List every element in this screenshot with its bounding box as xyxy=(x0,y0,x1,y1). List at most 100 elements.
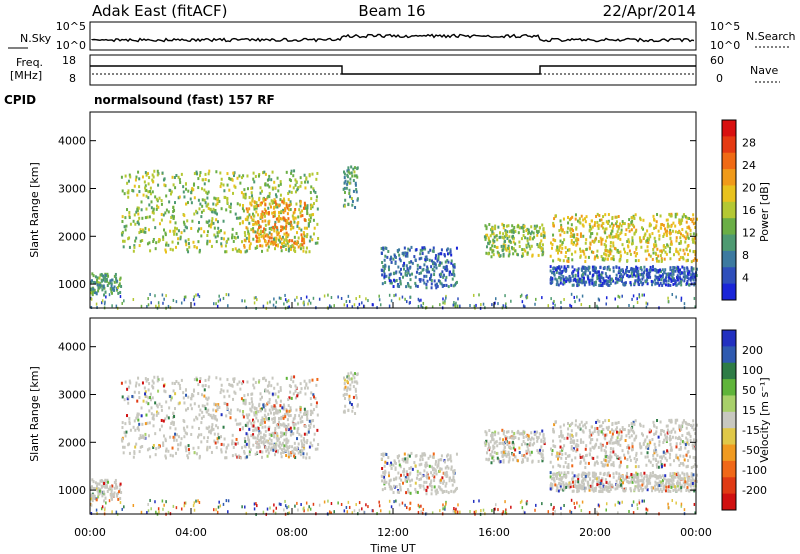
power-echo-cell xyxy=(164,250,167,254)
power-echo-cell xyxy=(296,188,299,192)
power-echo-cell xyxy=(689,217,692,221)
power-echo-cell xyxy=(637,275,640,279)
power-echo-cell xyxy=(293,241,296,245)
velocity-echo-cell xyxy=(175,438,178,442)
power-echo-cell xyxy=(455,280,458,284)
velocity-echo-cell xyxy=(174,427,177,431)
power-echo-cell xyxy=(614,235,617,239)
power-echo-cell xyxy=(674,215,677,219)
velocity-echo-cell xyxy=(215,409,218,413)
velocity-echo-cell xyxy=(148,409,151,413)
velocity-echo-cell xyxy=(392,491,395,495)
velocity-echo-cell xyxy=(404,475,407,479)
power-echo-cell xyxy=(262,212,265,216)
velocity-echo-cell xyxy=(449,456,452,460)
power-echo-cell xyxy=(626,269,629,273)
power-echo-cell xyxy=(269,300,271,304)
power-echo-cell xyxy=(138,244,141,248)
velocity-echo-cell xyxy=(264,409,267,413)
power-echo-cell xyxy=(619,254,622,258)
velocity-echo-cell xyxy=(491,450,494,454)
power-echo-cell xyxy=(494,301,496,305)
power-echo-cell xyxy=(419,278,422,282)
power-echo-cell xyxy=(530,225,533,229)
power-echo-cell xyxy=(566,230,569,234)
velocity-echo-cell xyxy=(574,419,577,423)
velocity-echo-cell xyxy=(530,450,533,454)
power-echo-cell xyxy=(260,235,263,239)
power-echo-cell xyxy=(303,234,306,238)
velocity-echo-cell xyxy=(152,446,155,450)
power-echo-cell xyxy=(381,282,384,286)
velocity-echo-cell xyxy=(538,432,541,436)
velocity-echo-cell xyxy=(657,460,660,464)
velocity-echo-cell xyxy=(267,427,270,431)
velocity-echo-cell xyxy=(506,453,509,457)
power-echo-cell xyxy=(94,275,97,279)
power-echo-cell xyxy=(606,267,609,271)
power-echo-cell xyxy=(672,272,675,276)
velocity-echo-cell xyxy=(262,405,265,409)
velocity-echo-cell xyxy=(267,445,270,449)
velocity-echo-cell xyxy=(312,393,315,397)
power-echo-cell xyxy=(506,236,509,240)
velocity-echo-cell xyxy=(514,448,517,452)
power-echo-cell xyxy=(422,301,425,305)
power-echo-cell xyxy=(608,250,611,254)
velocity-echo-cell xyxy=(273,406,276,410)
velocity-echo-cell xyxy=(578,426,581,430)
velocity-echo-cell xyxy=(283,446,286,450)
power-echo-cell xyxy=(549,269,552,273)
power-echo-cell xyxy=(675,283,678,287)
velocity-echo-cell xyxy=(197,392,200,396)
power-echo-cell xyxy=(152,175,155,179)
velocity-echo-cell xyxy=(522,429,525,433)
velocity-echo-cell xyxy=(443,460,446,464)
velocity-echo-cell xyxy=(686,438,689,442)
power-echo-cell xyxy=(346,180,349,184)
velocity-echo-cell xyxy=(613,452,616,456)
power-echo-cell xyxy=(542,227,545,231)
power-echo-cell xyxy=(674,279,677,283)
power-echo-cell xyxy=(663,232,666,236)
power-echo-cell xyxy=(529,232,532,236)
power-echo-cell xyxy=(676,274,679,278)
power-echo-cell xyxy=(187,242,190,246)
power-echo-cell xyxy=(318,297,321,301)
velocity-echo-cell xyxy=(119,496,122,500)
power-echo-cell xyxy=(514,249,517,253)
velocity-echo-cell xyxy=(273,411,276,415)
power-echo-cell xyxy=(175,173,178,177)
power-echo-cell xyxy=(162,301,164,305)
colorbar-swatch xyxy=(722,283,736,301)
power-echo-cell xyxy=(574,213,577,217)
power-echo-cell xyxy=(547,304,550,308)
velocity-echo-cell xyxy=(398,463,401,467)
velocity-echo-cell xyxy=(493,445,496,449)
power-echo-cell xyxy=(556,245,559,249)
power-echo-cell xyxy=(693,249,696,253)
power-echo-cell xyxy=(266,211,269,215)
power-echo-cell xyxy=(106,272,109,276)
power-echo-cell xyxy=(323,294,326,298)
velocity-echo-cell xyxy=(220,383,223,387)
velocity-echo-cell xyxy=(298,432,301,436)
power-echo-cell xyxy=(383,269,386,273)
power-echo-cell xyxy=(404,297,406,301)
velocity-echo-cell xyxy=(506,436,509,440)
velocity-echo-cell xyxy=(306,414,309,418)
velocity-echo-cell xyxy=(533,433,536,437)
velocity-echo-cell xyxy=(543,437,546,441)
velocity-echo-cell xyxy=(393,477,396,481)
power-echo-cell xyxy=(259,244,262,248)
velocity-echo-cell xyxy=(635,453,638,457)
velocity-echo-cell xyxy=(499,437,502,441)
velocity-echo-cell xyxy=(173,414,176,418)
power-echo-cell xyxy=(459,304,461,308)
power-echo-cell xyxy=(121,215,124,219)
power-echo-cell xyxy=(419,279,422,283)
velocity-echo-cell xyxy=(179,386,182,390)
power-echo-cell xyxy=(512,252,515,256)
velocity-echo-cell xyxy=(287,439,290,443)
power-echo-cell xyxy=(226,196,229,200)
